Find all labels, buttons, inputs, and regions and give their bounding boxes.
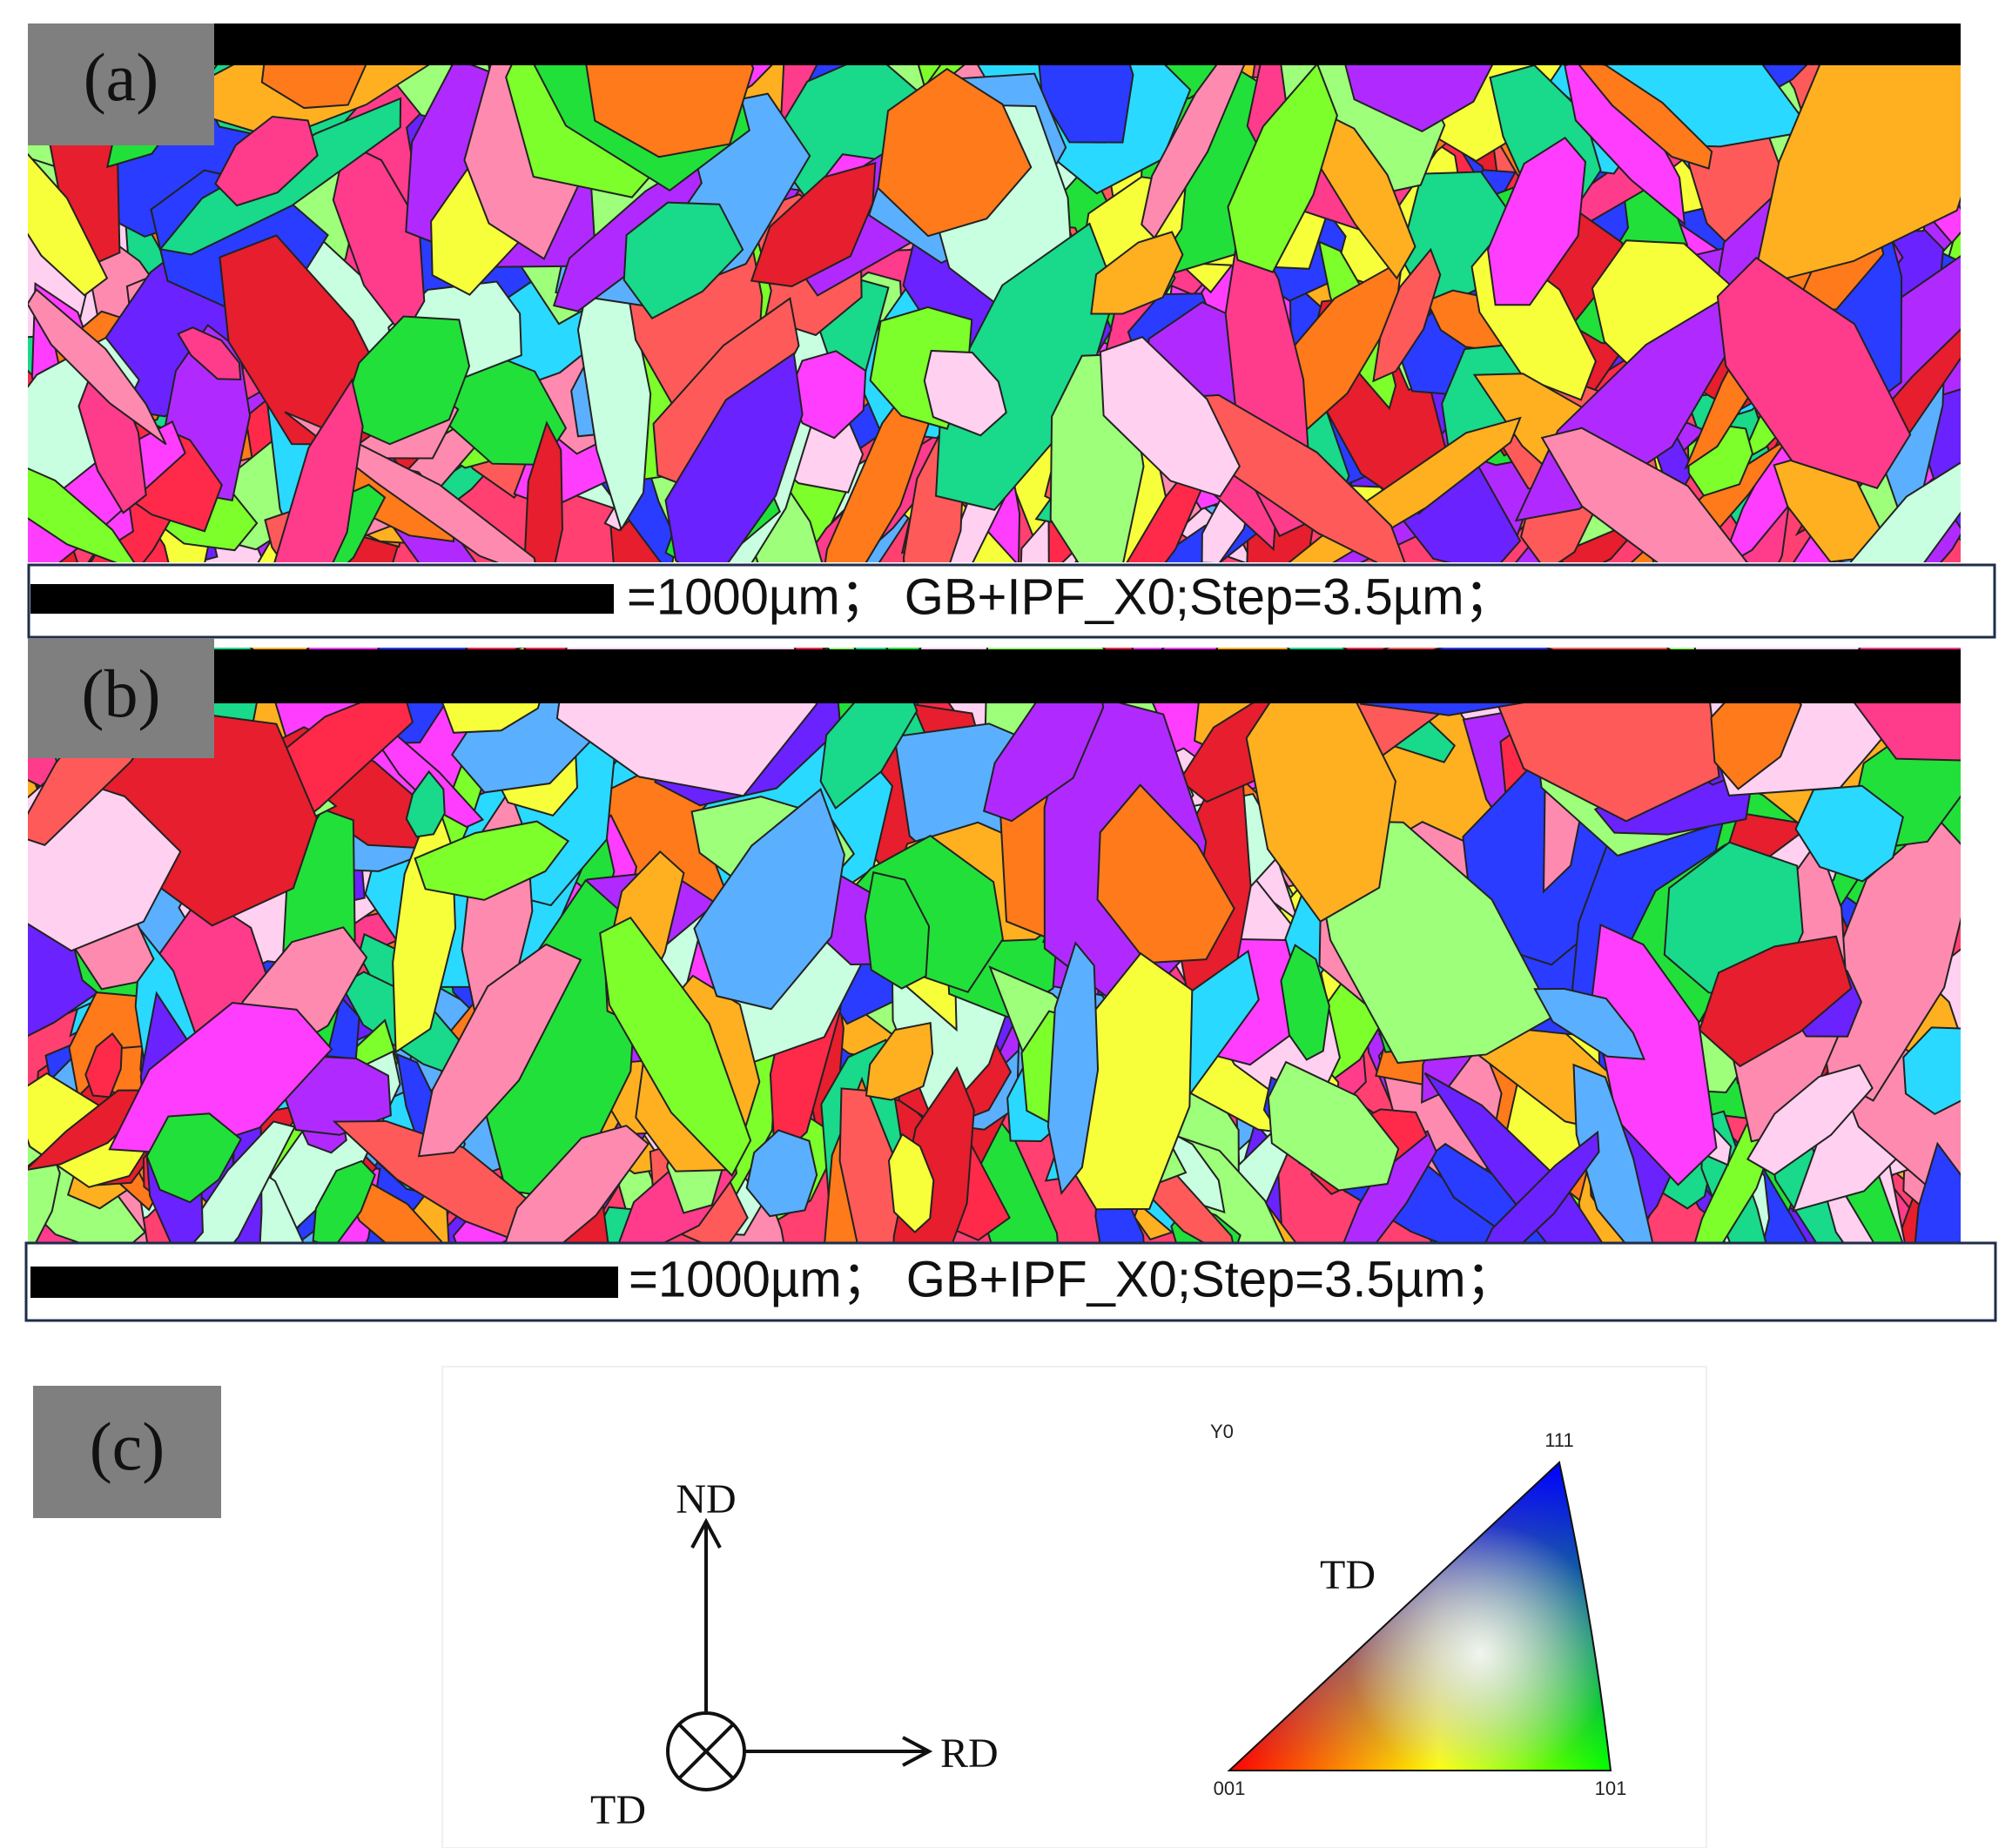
grain [1227, 62, 1338, 273]
grain [1046, 941, 1100, 1196]
axis-diagram [666, 1517, 933, 1791]
grain [622, 201, 744, 319]
grain [84, 1032, 123, 1099]
top-band [214, 649, 1961, 703]
grain [267, 378, 364, 562]
grain [745, 1129, 818, 1218]
ebsd-map [28, 648, 1961, 1242]
grain [1540, 427, 1759, 562]
grain [405, 769, 446, 838]
axis-label: TD [590, 1787, 646, 1833]
grain [1591, 923, 1718, 1186]
grain [1467, 1130, 1600, 1242]
panel-label: (c) [90, 1408, 165, 1484]
corner-label: 001 [1214, 1777, 1246, 1799]
panel-label: (a) [84, 39, 159, 115]
grain [865, 1021, 934, 1101]
ipf-triangle [1227, 1461, 1612, 1771]
grain [838, 1087, 935, 1242]
grain [1533, 987, 1645, 1060]
grain [1267, 1060, 1400, 1192]
corner-label: 101 [1595, 1777, 1627, 1799]
grain [750, 161, 877, 288]
scale-bar [30, 1267, 618, 1298]
grain [923, 349, 1007, 437]
grain [28, 121, 109, 297]
grain [1096, 783, 1235, 964]
label-box [28, 24, 214, 145]
grain [145, 1112, 242, 1204]
label-box [33, 1386, 221, 1518]
grain [1751, 24, 1961, 289]
legend-frame [441, 1366, 1707, 1848]
axis-label: RD [940, 1730, 999, 1777]
corner-label: 111 [1544, 1429, 1573, 1451]
grain [1787, 461, 1961, 562]
grain [414, 820, 570, 901]
grain [177, 326, 242, 381]
ebsd-map [28, 24, 1961, 562]
grain [1372, 247, 1442, 383]
grain [1099, 336, 1242, 498]
ipf-label: TD [1320, 1552, 1376, 1598]
grain [1280, 944, 1330, 1061]
grain [1911, 1141, 1961, 1242]
grain [1090, 231, 1184, 315]
label-box [28, 638, 214, 758]
grain [28, 447, 144, 562]
ipf-direction: Y0 [1210, 1421, 1234, 1442]
grain [339, 315, 471, 446]
grain [28, 288, 167, 446]
grain [28, 1146, 61, 1242]
grain [1716, 256, 1912, 489]
scale-bar [30, 584, 614, 614]
grain [417, 943, 582, 1158]
grain [1698, 935, 1853, 1068]
grain [1572, 1063, 1655, 1242]
grain [496, 1125, 650, 1242]
grain [312, 1159, 376, 1242]
axis-label: ND [676, 1476, 736, 1522]
panel-label: (b) [82, 655, 161, 731]
grain [664, 352, 804, 562]
grain [1746, 1064, 1874, 1176]
scale-text: =1000µm； GB+IPF_X0;Step=3.5µm； [629, 1251, 1517, 1307]
grain [1315, 111, 1416, 280]
grain [1794, 784, 1904, 883]
grain [877, 67, 1033, 238]
scale-text: =1000µm； GB+IPF_X0;Step=3.5µm； [627, 568, 1515, 625]
grain [864, 871, 931, 990]
grain [214, 115, 319, 207]
grain [1902, 1026, 1961, 1116]
top-band [214, 24, 1961, 65]
grain [887, 1132, 935, 1233]
grain [284, 1055, 392, 1136]
grain [599, 916, 752, 1178]
grain [693, 788, 845, 1011]
grain [1487, 137, 1587, 306]
grain [332, 141, 426, 339]
